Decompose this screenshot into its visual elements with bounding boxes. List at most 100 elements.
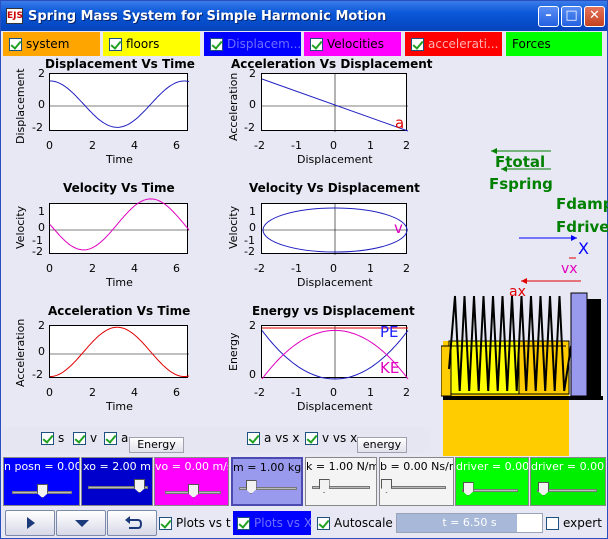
autoscale-checkbox[interactable] [317, 516, 330, 530]
expert-toggle[interactable]: expert [546, 514, 602, 532]
velocities-toggle[interactable]: Velocities [304, 32, 401, 56]
vo-slider-knob[interactable] [188, 484, 199, 498]
displacement-checkbox[interactable] [210, 37, 223, 51]
step-button[interactable] [56, 510, 106, 536]
s-toggle[interactable]: s [41, 431, 64, 445]
floors-toggle[interactable]: floors [103, 32, 200, 56]
p6-xtick-1: -1 [291, 386, 302, 399]
b-label: b = 0.00 Ns/m [380, 460, 454, 473]
vo-control[interactable]: vo = 0.00 m/s [154, 457, 229, 506]
k-control[interactable]: k = 1.00 N/m [305, 457, 377, 506]
acceleration-time-plot[interactable] [49, 325, 190, 378]
p1-xtick-2: 4 [131, 139, 138, 152]
a-toggle[interactable]: a [104, 431, 128, 445]
floors-label: floors [126, 37, 160, 51]
floors-checkbox[interactable] [109, 37, 122, 51]
a-checkbox[interactable] [104, 431, 117, 445]
s-label: s [58, 431, 65, 445]
simulation-scene[interactable]: Ftotal Fspring Fdamp Fdrive X vx ax [441, 141, 608, 456]
energy-displacement-ylabel: Energy [227, 332, 240, 371]
k-slider-track[interactable] [312, 486, 370, 489]
p3-ytick-1: 1 [38, 205, 45, 218]
energy-displacement-title: Energy vs Displacement [252, 304, 415, 318]
driver-amplitude-label: driver = 0.00 [456, 460, 529, 473]
maximize-button[interactable]: □ [561, 6, 582, 27]
driver-frequency-slider-knob[interactable] [538, 482, 549, 496]
forces-toggle[interactable]: Forces [506, 32, 602, 56]
p3-xtick-3: 6 [173, 262, 180, 275]
close-button[interactable]: ✕ [584, 6, 605, 27]
chevron-down-icon [75, 520, 89, 527]
xo-slider-knob[interactable] [134, 479, 145, 493]
fdamp-label: Fdamp [556, 195, 608, 213]
acceleration-checkbox[interactable] [411, 37, 424, 51]
acceleration-displacement-ylabel: Acceleration [227, 72, 240, 141]
mass-control[interactable]: m = 1.00 kg [231, 457, 303, 506]
plots-vs-x-checkbox[interactable] [237, 516, 250, 530]
avsx-checkbox[interactable] [247, 431, 260, 445]
xo-control[interactable]: xo = 2.00 m [81, 457, 153, 506]
b-slider-track[interactable] [386, 486, 446, 489]
velocities-label: Velocities [327, 37, 384, 51]
mass-slider-knob[interactable] [245, 480, 257, 494]
mass-slider-track[interactable] [239, 487, 297, 490]
autoscale-toggle[interactable]: Autoscale [317, 514, 393, 532]
p6-xtick-4: 2 [403, 386, 410, 399]
avsx-toggle[interactable]: a vs x [247, 431, 299, 445]
p3-ytick-0: 0 [38, 221, 45, 234]
v-toggle[interactable]: v [73, 431, 97, 445]
driver-amplitude-slider-knob[interactable] [462, 482, 474, 496]
b-control[interactable]: b = 0.00 Ns/m [379, 457, 454, 506]
p1-xtick-3: 6 [173, 139, 180, 152]
expert-checkbox[interactable] [546, 516, 559, 530]
p2-marker: a [395, 114, 405, 132]
play-button[interactable] [5, 510, 55, 536]
plots-vs-x-toggle[interactable]: Plots vs X [233, 511, 313, 535]
v-checkbox[interactable] [73, 431, 86, 445]
driver-frequency-control[interactable]: driver = 0.00 H [530, 457, 606, 506]
p5-xlabel: Time [106, 400, 133, 413]
plots-vs-t-toggle[interactable]: Plots vs t [159, 514, 231, 532]
driver-frequency-slider-track[interactable] [537, 489, 597, 492]
xo-slider-track[interactable] [88, 486, 148, 489]
posn-control[interactable]: n posn = 0.00 [3, 457, 80, 506]
minimize-button[interactable]: – [538, 6, 559, 27]
p6-xlabel: Displacement [297, 400, 373, 413]
energy-button-right[interactable]: energy [357, 437, 407, 453]
displacement-time-plot[interactable] [49, 73, 190, 131]
plots-vs-t-checkbox[interactable] [159, 516, 172, 530]
b-slider-knob[interactable] [381, 479, 392, 493]
velocity-time-plot[interactable] [49, 198, 190, 254]
vvsx-label: v vs x [322, 431, 358, 445]
vvsx-toggle[interactable]: v vs x [305, 431, 357, 445]
acceleration-toggle[interactable]: accelerati... [405, 32, 502, 56]
vvsx-checkbox[interactable] [305, 431, 318, 445]
velocity-displacement-plot[interactable] [261, 203, 408, 255]
driver-amplitude-slider-track[interactable] [462, 489, 518, 492]
mass-label: m = 1.00 kg [233, 461, 302, 474]
system-checkbox[interactable] [9, 37, 22, 51]
p1-ytick-top: 2 [38, 67, 45, 80]
velocities-checkbox[interactable] [310, 37, 323, 51]
posn-slider-knob[interactable] [37, 484, 48, 498]
k-slider-knob[interactable] [318, 479, 330, 493]
p2-ytick-mid: 0 [249, 98, 256, 111]
p2-xlabel: Displacement [297, 153, 373, 166]
displacement-toggle[interactable]: Displacem... [204, 32, 301, 56]
energy-displacement-plot[interactable] [261, 325, 409, 380]
driver-amplitude-control[interactable]: driver = 0.00 [455, 457, 529, 506]
p4-xlabel: Displacement [297, 276, 373, 289]
ax-label: ax [509, 284, 526, 300]
p6-xtick-3: 1 [367, 386, 374, 399]
ftotal-label: Ftotal [495, 153, 546, 171]
energy-button-left[interactable]: Energy [129, 437, 184, 453]
reset-button[interactable] [107, 510, 157, 536]
system-toggle[interactable]: system [3, 32, 100, 56]
acceleration-displacement-plot[interactable] [261, 73, 409, 132]
p3-ytick-m1: -1 [32, 234, 43, 247]
p4-xtick-1: -1 [291, 262, 302, 275]
plots-vs-x-label: Plots vs X [254, 516, 313, 530]
s-checkbox[interactable] [41, 431, 54, 445]
k-label: k = 1.00 N/m [306, 460, 377, 473]
